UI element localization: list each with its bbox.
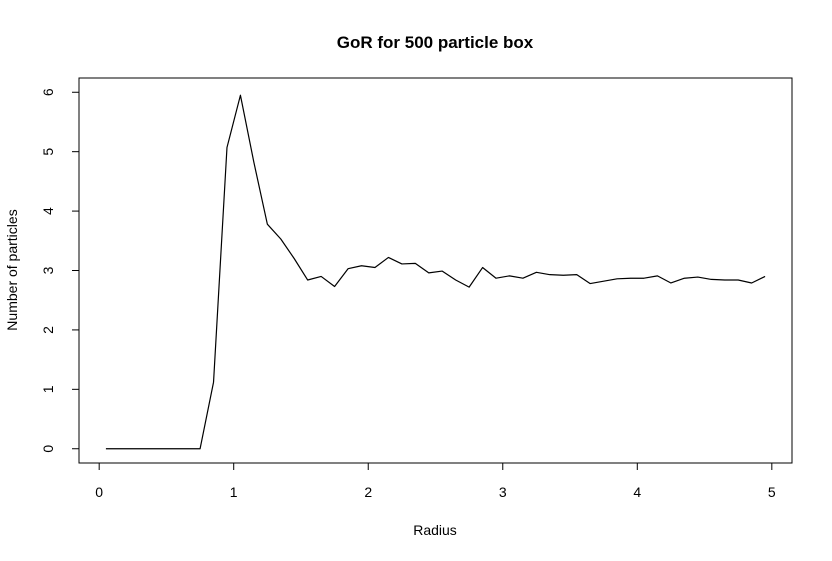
y-tick-label: 3 — [40, 266, 56, 274]
series-line — [105, 94, 766, 450]
x-tick-label: 2 — [364, 484, 372, 500]
y-tick-label: 6 — [40, 88, 56, 96]
y-tick-label: 0 — [40, 445, 56, 453]
chart-title: GoR for 500 particle box — [337, 33, 534, 52]
x-tick-label: 4 — [633, 484, 641, 500]
y-tick-label: 4 — [40, 207, 56, 215]
y-tick-label: 1 — [40, 385, 56, 393]
x-tick-label: 1 — [230, 484, 238, 500]
y-tick-label: 5 — [40, 148, 56, 156]
y-axis: 0 1 2 3 4 5 6 — [40, 88, 80, 453]
x-axis-label: Radius — [413, 522, 457, 538]
y-tick-label: 2 — [40, 326, 56, 334]
x-tick-label: 0 — [95, 484, 103, 500]
y-axis-label: Number of particles — [4, 209, 20, 330]
x-tick-label: 5 — [768, 484, 776, 500]
x-tick-label: 3 — [499, 484, 507, 500]
x-axis: 0 1 2 3 4 5 — [95, 462, 776, 500]
